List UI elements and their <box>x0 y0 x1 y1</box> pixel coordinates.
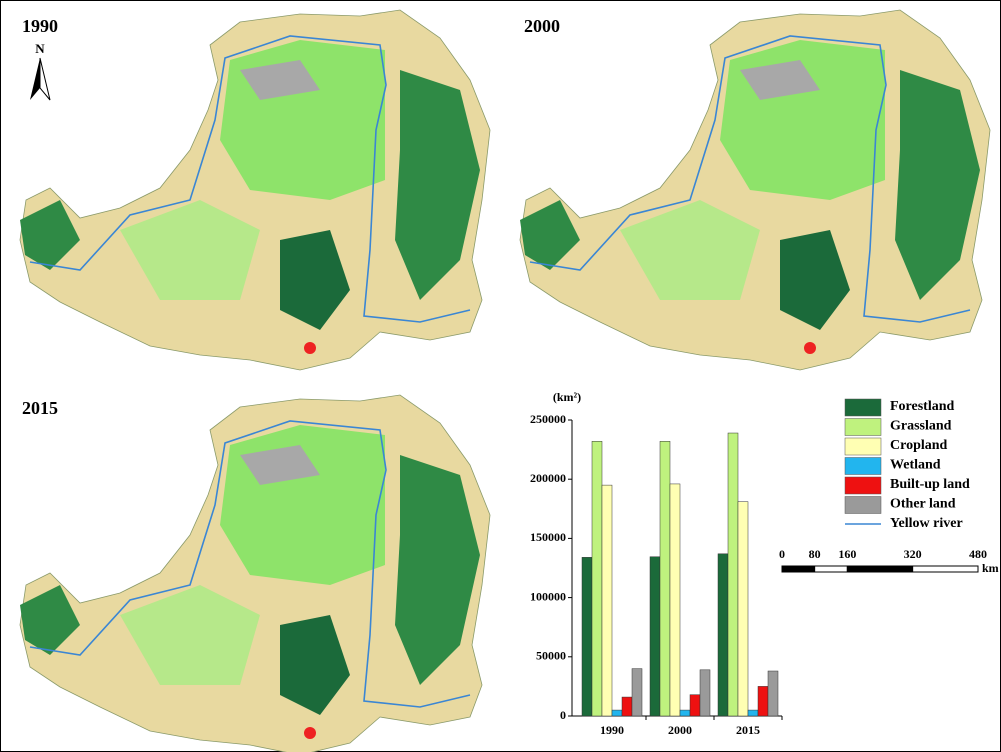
y-tick-label: 200000 <box>530 471 566 485</box>
figure: 1990 2000 2015 N (km²) 0 50000 100000 150000… <box>0 0 1001 752</box>
map-label: 2015 <box>22 398 58 418</box>
legend-swatch <box>845 419 881 436</box>
map-label: 2000 <box>524 16 560 36</box>
x-tick-label: 1990 <box>600 723 624 737</box>
bar <box>632 669 642 716</box>
bar <box>718 554 728 716</box>
bar <box>700 670 710 716</box>
legend-label: Other land <box>890 497 956 512</box>
bar <box>612 710 622 716</box>
scale-segment <box>913 566 978 572</box>
bar <box>748 710 758 716</box>
map-label: 1990 <box>22 16 58 36</box>
bar <box>670 484 680 716</box>
legend-label: Built-up land <box>890 477 970 492</box>
scale-tick-label: 160 <box>838 547 856 561</box>
scale-segment <box>847 566 912 572</box>
bar <box>758 686 768 716</box>
legend-swatch <box>845 399 881 416</box>
scale-tick-label: 80 <box>809 547 821 561</box>
legend-swatch <box>845 458 881 475</box>
bar <box>582 557 592 716</box>
y-tick-label: 0 <box>560 708 566 722</box>
legend-label: Yellow river <box>890 516 963 531</box>
bar <box>738 502 748 716</box>
bar <box>690 695 700 716</box>
scale-segment <box>815 566 848 572</box>
y-tick-label: 50000 <box>536 649 566 663</box>
scale-tick-label: 480 <box>969 547 987 561</box>
y-tick-label: 150000 <box>530 530 566 544</box>
bar <box>728 433 738 716</box>
bar <box>592 441 602 716</box>
y-tick-label: 250000 <box>530 412 566 426</box>
legend-swatch <box>845 477 881 494</box>
bar <box>650 557 660 716</box>
y-tick-label: 100000 <box>530 589 566 603</box>
bar <box>622 697 632 716</box>
scale-unit: km <box>982 561 999 575</box>
x-tick-label: 2015 <box>736 723 760 737</box>
scale-tick-label: 320 <box>904 547 922 561</box>
bar <box>680 710 690 716</box>
legend-label: Forestland <box>890 399 955 414</box>
legend-label: Wetland <box>890 458 941 473</box>
bar <box>602 485 612 716</box>
scale-segment <box>782 566 815 572</box>
legend-label: Cropland <box>890 438 948 453</box>
x-tick-label: 2000 <box>668 723 692 737</box>
bar <box>660 441 670 716</box>
legend-swatch <box>845 497 881 514</box>
scale-tick-label: 0 <box>779 547 785 561</box>
y-axis-label: (km²) <box>553 390 581 404</box>
north-label: N <box>35 41 45 56</box>
legend-swatch <box>845 438 881 455</box>
legend-label: Grassland <box>890 419 952 434</box>
bar <box>768 671 778 716</box>
